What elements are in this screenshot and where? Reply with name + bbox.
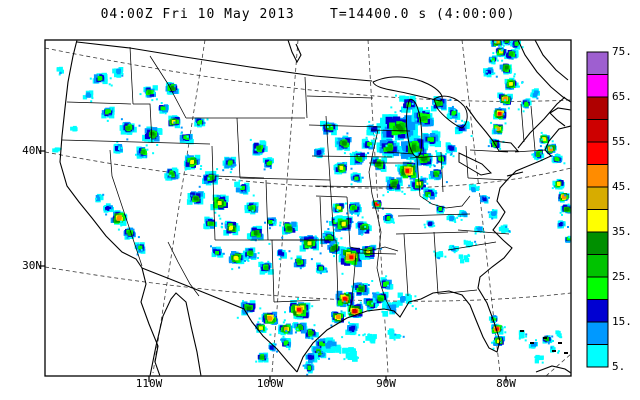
plot-title: 04:00Z Fri 10 May 2013 T=14400.0 s (4:00… [100,7,516,22]
map-frame [44,39,572,377]
reflectivity-echoes [52,40,571,376]
colorbar-tick-label: 5. [612,360,626,373]
geography [59,40,571,376]
colorbar-tick-label: 75. [612,45,632,58]
colorbar-tick-label: 45. [612,180,632,193]
island-marks [520,330,568,354]
coastlines-and-borders [59,40,571,376]
lon-tick-label: 90W [376,377,396,390]
lat-tick-label: 40N [22,144,42,157]
colorbar-cell [586,164,609,188]
colorbar-cell [586,344,609,368]
lon-tick-label: 100W [256,377,284,390]
colorbar-cell [586,276,609,300]
map-interior [45,40,571,376]
colorbar-cell [586,141,609,165]
colorbar-cell [586,321,609,345]
state-borders [61,46,546,313]
colorbar-cell [586,231,609,255]
colorbar-cell [586,119,609,143]
colorbar-tick-label: 25. [612,270,632,283]
latlon-gridlines [45,40,571,376]
colorbar-tick-label: 65. [612,90,632,103]
colorbar-tick-label: 15. [612,315,632,328]
colorbar-cell [586,96,609,120]
colorbar-cell [586,254,609,278]
great-lakes [372,76,520,176]
colorbar-cell [586,51,609,75]
colorbar-cell [586,74,609,98]
colorbar-cell [586,299,609,323]
colorbar-tick-label: 55. [612,135,632,148]
axis-ticks [39,150,507,382]
lon-tick-label: 80W [496,377,516,390]
colorbar [586,51,609,368]
colorbar-tick-label: 35. [612,225,632,238]
colorbar-cell [586,186,609,210]
lon-tick-label: 110W [135,377,163,390]
lat-tick-label: 30N [22,259,42,272]
colorbar-cell [586,209,609,233]
